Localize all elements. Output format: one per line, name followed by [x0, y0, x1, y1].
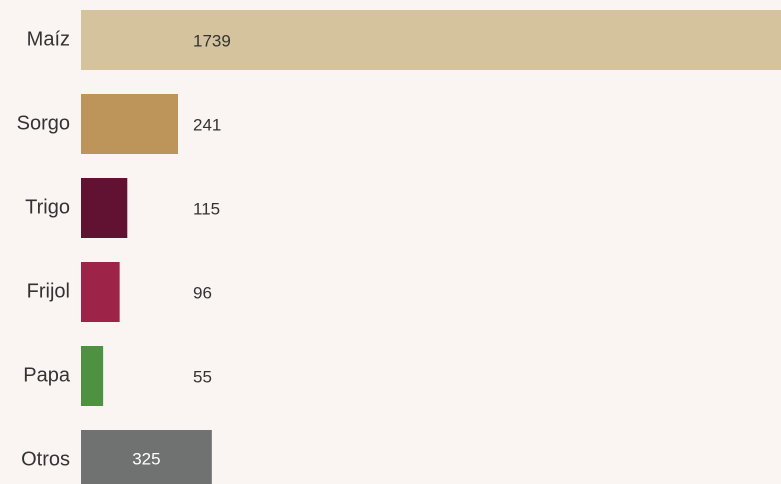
category-label: Frijol: [27, 280, 70, 302]
category-label: Papa: [23, 364, 71, 386]
bar: [81, 94, 179, 154]
value-label: 241: [193, 115, 221, 134]
value-label: 55: [193, 367, 212, 386]
category-label: Trigo: [25, 196, 70, 218]
bar: [81, 10, 781, 70]
bar: [81, 430, 212, 484]
value-label: 115: [193, 199, 220, 218]
bar: [81, 262, 120, 322]
category-label: Sorgo: [17, 112, 70, 134]
value-label: 1739: [193, 31, 231, 50]
value-label: 325: [132, 449, 160, 468]
category-label: Otros: [21, 448, 70, 470]
value-label: 96: [193, 283, 212, 302]
bar: [81, 178, 128, 238]
category-label: Maíz: [27, 28, 70, 50]
bar: [81, 346, 104, 406]
